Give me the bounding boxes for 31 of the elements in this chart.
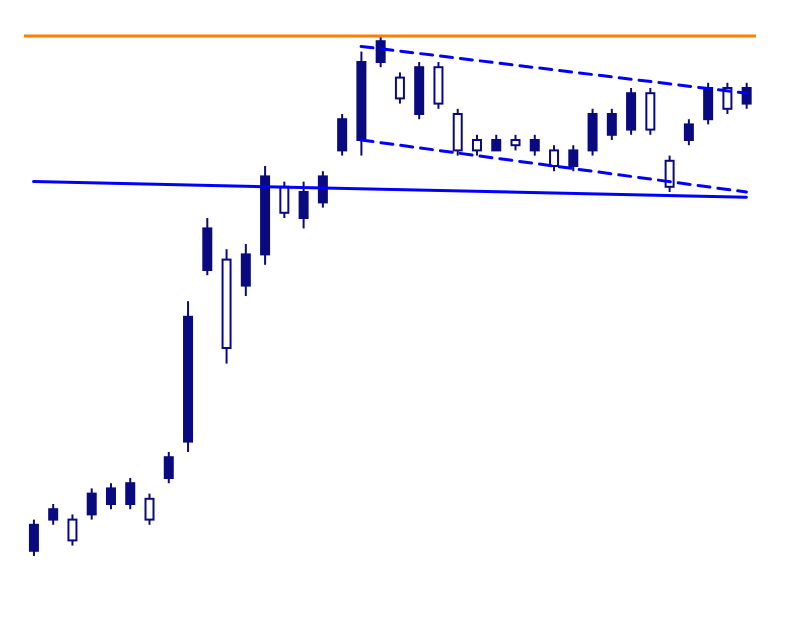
candlestick bbox=[279, 180, 290, 219]
candlestick bbox=[471, 133, 482, 157]
candlestick bbox=[741, 81, 752, 110]
candlestick bbox=[645, 87, 656, 136]
candlestick bbox=[568, 144, 579, 173]
candlestick bbox=[529, 133, 540, 157]
candlestick bbox=[105, 482, 116, 511]
candlestick bbox=[86, 487, 97, 521]
candlestick bbox=[163, 451, 174, 485]
candlestick bbox=[298, 180, 309, 230]
candlestick bbox=[375, 36, 386, 69]
candlestick bbox=[587, 107, 598, 157]
candlestick bbox=[452, 107, 463, 157]
candlestick bbox=[337, 113, 348, 157]
candlestick bbox=[125, 477, 136, 511]
candlestick bbox=[144, 492, 155, 526]
candlestick bbox=[28, 518, 39, 556]
candlestick bbox=[202, 217, 213, 277]
candlestick bbox=[67, 513, 78, 547]
candlestick bbox=[394, 71, 405, 105]
candlestick bbox=[683, 118, 694, 147]
candlestick bbox=[626, 87, 637, 136]
candlestick bbox=[414, 61, 425, 121]
candlestick bbox=[703, 81, 714, 126]
candlestick bbox=[549, 144, 560, 173]
candlestick bbox=[240, 243, 251, 297]
candlestick bbox=[48, 503, 59, 526]
candlestick bbox=[433, 61, 444, 110]
candlestick bbox=[317, 170, 328, 209]
candlestick bbox=[606, 107, 617, 141]
candlestick bbox=[664, 154, 675, 193]
